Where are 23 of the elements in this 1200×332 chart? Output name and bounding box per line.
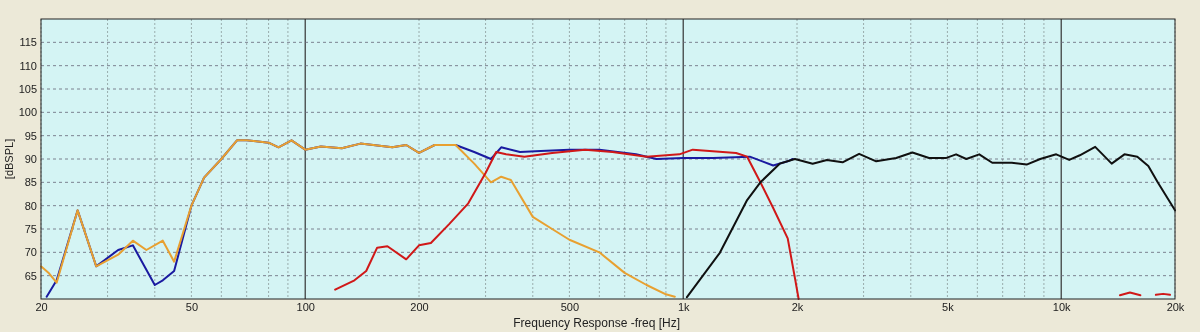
y-tick-label: 105 bbox=[18, 83, 37, 96]
y-tick-label: 95 bbox=[24, 129, 37, 142]
y-axis-title: [dBSPL] bbox=[3, 138, 15, 180]
y-tick-label: 70 bbox=[24, 246, 37, 259]
y-tick-label: 85 bbox=[24, 176, 37, 189]
x-tick-label: 1k bbox=[677, 300, 691, 313]
y-tick-label: 90 bbox=[24, 153, 37, 166]
x-tick-label: 500 bbox=[560, 300, 580, 313]
x-tick-label: 100 bbox=[296, 300, 315, 313]
x-tick-label: 10k bbox=[1052, 300, 1072, 313]
x-tick-label: 20k bbox=[1166, 300, 1185, 313]
y-tick-label: 115 bbox=[19, 36, 37, 49]
x-tick-label: 5k bbox=[942, 300, 955, 313]
y-tick-label: 100 bbox=[18, 106, 37, 119]
x-axis-title: Frequency Response -freq [Hz] bbox=[513, 316, 680, 330]
x-tick-label: 200 bbox=[410, 300, 429, 313]
y-tick-label: 80 bbox=[24, 199, 37, 212]
y-tick-label: 110 bbox=[19, 59, 37, 72]
y-tick-label: 75 bbox=[24, 223, 37, 236]
x-tick-label: 20 bbox=[35, 300, 48, 313]
x-tick-label: 50 bbox=[185, 300, 199, 313]
x-tick-label: 2k bbox=[791, 300, 804, 313]
y-tick-label: 65 bbox=[24, 269, 37, 282]
